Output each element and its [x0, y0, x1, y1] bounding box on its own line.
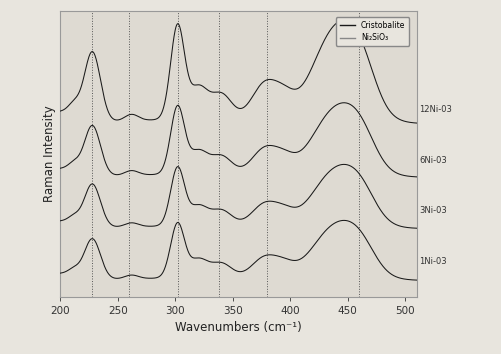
Text: 1Ni-03: 1Ni-03	[418, 257, 446, 266]
Legend: Cristobalite, Ni₂SiO₃: Cristobalite, Ni₂SiO₃	[335, 17, 408, 46]
Y-axis label: Raman Intensity: Raman Intensity	[43, 105, 56, 202]
Text: 6Ni-03: 6Ni-03	[418, 155, 446, 165]
Text: 3Ni-03: 3Ni-03	[418, 206, 446, 216]
X-axis label: Wavenumbers (cm⁻¹): Wavenumbers (cm⁻¹)	[175, 321, 301, 333]
Text: 12Ni-03: 12Ni-03	[418, 105, 451, 114]
